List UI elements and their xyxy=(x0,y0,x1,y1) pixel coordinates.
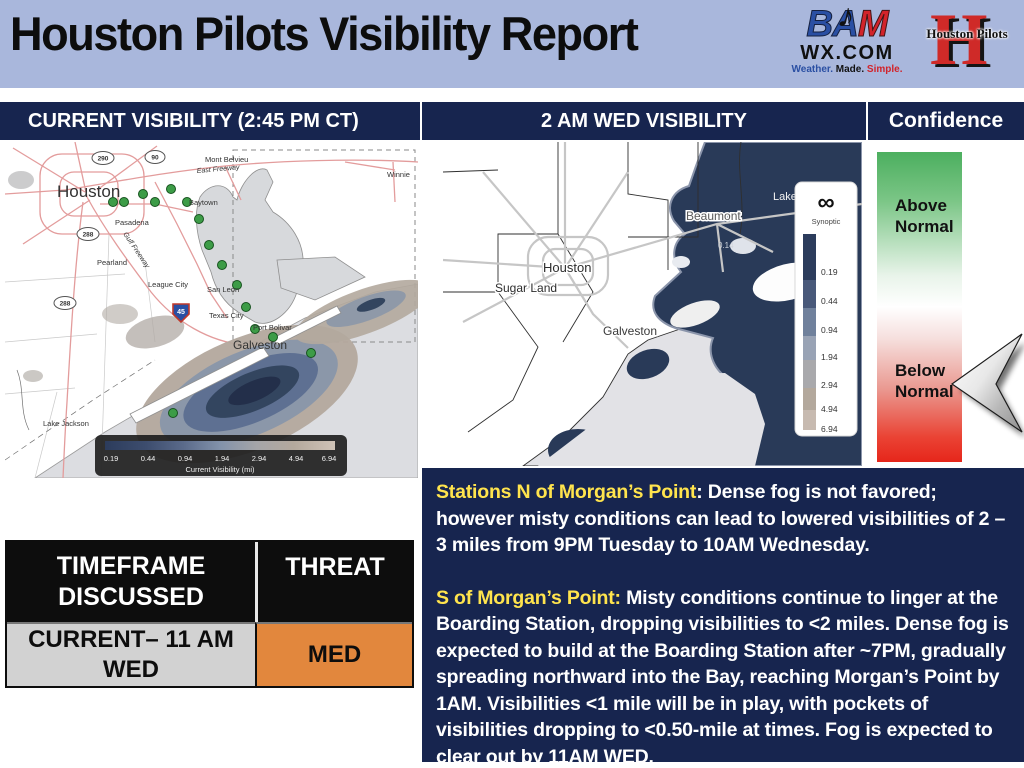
confidence-arrow-icon xyxy=(950,333,1024,437)
confidence-below-label: Below Normal xyxy=(895,361,954,402)
label-beaumont: Beaumont xyxy=(686,209,741,223)
shield-90: 90 xyxy=(151,155,159,162)
label-league-city: League City xyxy=(148,280,188,289)
shield-288-south: 288 xyxy=(60,301,71,308)
current-visibility-header: CURRENT VISIBILITY (2:45 PM CT) xyxy=(0,102,420,140)
forecast-visibility-map: Houston Sugar Land Beaumont Galveston 0.… xyxy=(443,142,862,466)
paragraph-spacer xyxy=(436,559,1010,585)
label-lake-jackson: Lake Jackson xyxy=(43,419,89,428)
bamwx-logo: BAM ♪ WX.COM Weather. Made. Simple. xyxy=(786,0,908,84)
legend-tick-3: 0.94 xyxy=(821,325,838,335)
south-stations-label: S of Morgan’s Point: xyxy=(436,586,621,609)
bamwx-domain: WX.COM xyxy=(800,42,894,64)
north-stations-text: : Dense fog is not favored; however mist… xyxy=(436,481,1006,557)
county-lines xyxy=(443,142,743,433)
houston-pilots-logo: H Houston Pilots xyxy=(912,0,1022,86)
label-sugar-land: Sugar Land xyxy=(495,281,557,295)
legend-ramp xyxy=(803,234,816,430)
infinity-icon: ∞ xyxy=(817,189,834,216)
label-houston: Houston xyxy=(57,182,120,201)
header: Houston Pilots Visibility Report BAM ♪ W… xyxy=(0,0,1024,88)
threat-table: TIMEFRAME DISCUSSED THREAT CURRENT– 11 A… xyxy=(5,540,414,688)
col-header-threat: THREAT xyxy=(255,542,412,622)
bam-letter-m: M xyxy=(857,3,889,44)
page-title: Houston Pilots Visibility Report xyxy=(10,7,639,60)
cb-tick-2: 0.44 xyxy=(141,454,156,463)
confidence-above-label: Above Normal xyxy=(895,196,954,237)
threat-level-badge: MED xyxy=(255,622,412,686)
tagline-made: Made. xyxy=(835,64,865,75)
legend-brand: Synoptic xyxy=(812,217,841,226)
cb-tick-1: 0.19 xyxy=(104,454,119,463)
synoptic-legend: ∞ Synoptic 0.19 0.44 0.94 1.94 2.94 4.94… xyxy=(794,181,858,437)
label-spot-value: 0.14 xyxy=(718,241,734,250)
legend-tick-4: 1.94 xyxy=(821,352,838,362)
label-port-bolivar: Port Bolivar xyxy=(253,323,292,332)
current-visibility-map: 290 90 288 288 45 Houston Pasadena Mont … xyxy=(5,142,418,478)
legend-tick-5: 2.94 xyxy=(821,380,838,390)
current-visibility-colorbar: 0.19 0.44 0.94 1.94 2.94 4.94 6.94 Curre… xyxy=(95,435,347,476)
discussion-paragraph-north: Stations N of Morgan’s Point: Dense fog … xyxy=(436,479,1010,559)
bamwx-wordmark: BAM ♪ xyxy=(786,0,908,44)
label-winnie: Winnie xyxy=(387,170,410,179)
highways xyxy=(443,142,862,349)
shield-290: 290 xyxy=(98,156,109,163)
cb-tick-4: 1.94 xyxy=(215,454,230,463)
fog-contours xyxy=(8,171,418,464)
north-stations-label: Stations N of Morgan’s Point xyxy=(436,481,697,503)
confidence-header: Confidence xyxy=(868,102,1024,140)
station-markers xyxy=(108,184,316,418)
forecast-discussion: Stations N of Morgan’s Point: Dense fog … xyxy=(422,468,1024,768)
shield-288: 288 xyxy=(83,232,94,239)
confidence-panel: Above Normal Below Normal xyxy=(868,140,1024,470)
label-texas-city: Texas City xyxy=(209,311,244,320)
legend-tick-6: 4.94 xyxy=(821,404,838,414)
cb-caption: Current Visibility (mi) xyxy=(185,465,255,474)
legend-tick-1: 0.19 xyxy=(821,267,838,277)
discussion-paragraph-south: S of Morgan’s Point: Misty conditions co… xyxy=(436,585,1010,768)
tagline-simple: Simple. xyxy=(866,64,903,75)
col-header-timeframe: TIMEFRAME DISCUSSED xyxy=(7,542,255,622)
cb-tick-7: 6.94 xyxy=(322,454,337,463)
dashed-zone-outline xyxy=(232,149,416,343)
label-galveston: Galveston xyxy=(603,324,657,338)
bam-letter-a: A xyxy=(832,3,860,44)
label-houston: Houston xyxy=(543,260,591,275)
barrier-islands xyxy=(129,305,342,424)
cb-tick-5: 2.94 xyxy=(252,454,267,463)
timeframe-cell: CURRENT– 11 AM WED xyxy=(7,622,255,686)
south-stations-text: Misty conditions continue to linger at t… xyxy=(436,586,1009,768)
pilots-h-monogram: H xyxy=(930,0,988,81)
cb-tick-6: 4.94 xyxy=(289,454,304,463)
pilots-logo-text: Houston Pilots xyxy=(926,26,1008,41)
label-pearland: Pearland xyxy=(97,258,127,267)
label-baytown: Baytown xyxy=(189,198,218,207)
legend-tick-2: 0.44 xyxy=(821,296,838,306)
interstate-45-shield xyxy=(172,303,190,324)
label-mont-belvieu: Mont Belvieu xyxy=(205,155,248,164)
confidence-gradient-bar xyxy=(877,152,962,462)
bamwx-tagline: Weather. Made. Simple. xyxy=(786,64,908,76)
label-galveston: Galveston xyxy=(233,338,287,352)
label-east-freeway: East Freeway xyxy=(197,164,241,175)
cb-tick-3: 0.94 xyxy=(178,454,193,463)
label-pasadena: Pasadena xyxy=(115,218,150,227)
highway-shields: 290 90 288 288 45 xyxy=(53,150,190,324)
shield-45: 45 xyxy=(177,309,185,316)
tagline-weather: Weather. xyxy=(791,64,834,75)
bam-letter-b: B xyxy=(806,3,834,44)
label-san-leon: San Leon xyxy=(207,285,239,294)
forecast-visibility-header: 2 AM WED VISIBILITY xyxy=(422,102,866,140)
legend-tick-7: 6.94 xyxy=(821,424,838,434)
